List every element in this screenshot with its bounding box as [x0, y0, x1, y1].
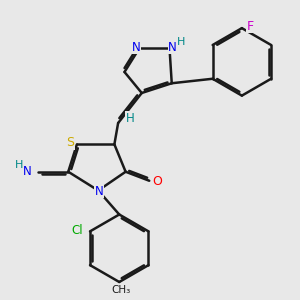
Text: N: N [23, 164, 32, 178]
Text: H: H [126, 112, 134, 125]
Text: Cl: Cl [71, 224, 83, 237]
Text: N: N [168, 41, 177, 54]
Text: N: N [94, 185, 103, 198]
Text: F: F [247, 20, 254, 33]
Text: CH₃: CH₃ [112, 285, 131, 295]
Text: H: H [15, 160, 23, 170]
Text: S: S [66, 136, 74, 149]
Text: H: H [177, 38, 185, 47]
Text: N: N [132, 41, 141, 54]
Text: O: O [152, 175, 162, 188]
